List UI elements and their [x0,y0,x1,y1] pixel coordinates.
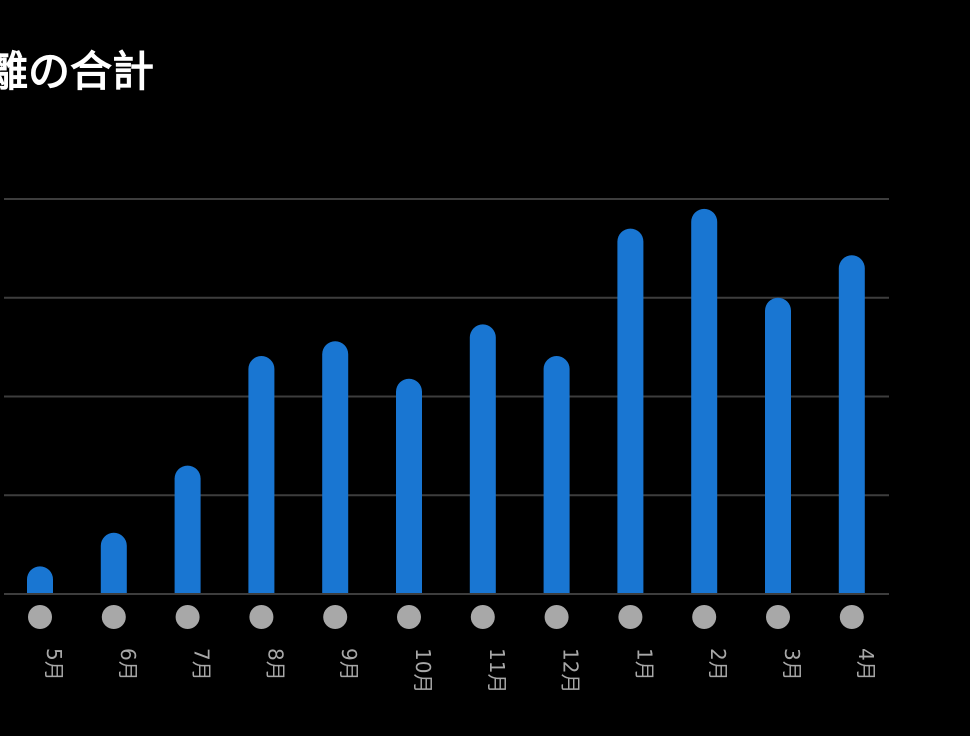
bar [27,566,53,594]
x-tick-label: 8月 [263,648,287,681]
category-dot [101,605,126,629]
category-markers [28,605,864,629]
bar [691,208,718,595]
x-tick-labels: 5月 6月 7月 8月 9月 10月 11月 12月 1月 2月 3月 4月 [42,648,878,693]
bar [248,356,275,594]
bar [100,532,127,594]
bar [469,324,496,594]
bar [617,228,644,594]
category-dot [175,605,200,629]
category-dot [323,605,348,629]
x-tick-label: 5月 [42,648,66,681]
chart-title: 離の合計 [0,47,155,96]
category-dot [839,605,864,629]
bar [174,465,201,594]
x-tick-label: 6月 [116,648,140,681]
category-dot [766,605,790,629]
category-dot [618,605,643,629]
x-tick-label: 11月 [485,648,509,693]
x-tick-label: 10月 [411,648,435,693]
x-tick-label: 3月 [780,648,804,681]
category-dot [470,605,495,629]
x-tick-label: 7月 [190,648,214,681]
x-tick-label: 1月 [632,648,656,681]
category-dot [249,605,274,629]
x-tick-label: 2月 [706,648,730,681]
x-tick-label: 9月 [337,648,361,681]
category-dot [692,605,717,629]
bars [27,208,865,595]
category-dot [28,605,52,629]
bar [838,255,865,594]
category-dot [397,605,421,629]
bar [543,356,570,594]
x-tick-label: 4月 [854,648,878,681]
bar [396,378,422,594]
gridlines [4,198,889,497]
category-dot [544,605,569,629]
bar [322,341,349,594]
bar [765,297,791,594]
x-tick-label: 12月 [559,648,583,693]
